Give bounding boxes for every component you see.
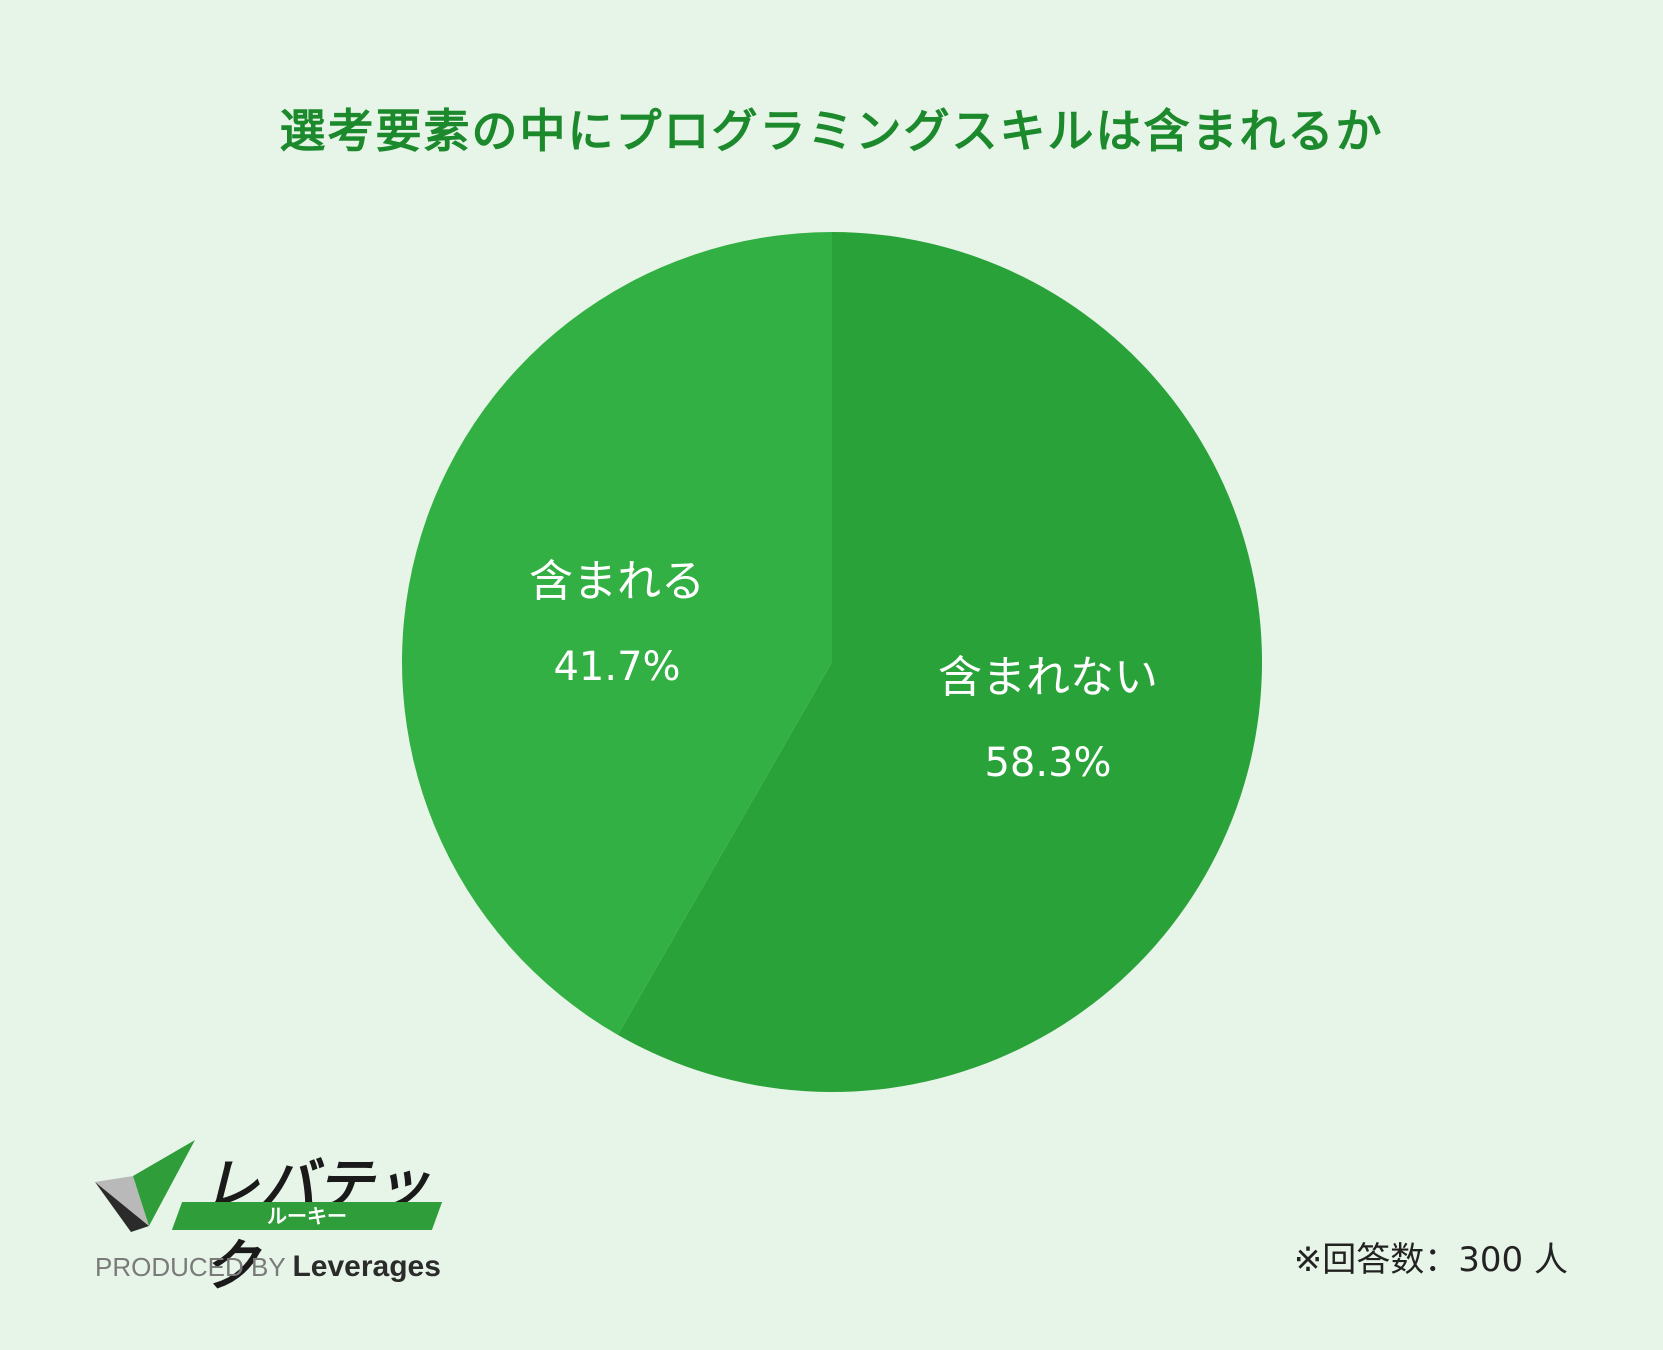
chart-title: 選考要素の中にプログラミングスキルは含まれるか	[279, 104, 1384, 158]
logo-sub-text: ルーキー	[267, 1204, 347, 1228]
produced-by-line: PRODUCED BY Leverages	[95, 1250, 441, 1284]
check-mark-icon	[95, 1140, 195, 1232]
slice-label-2: 含まれる	[529, 556, 705, 607]
slice-value-label-2: 41.7%	[553, 644, 680, 690]
produced-by-label: PRODUCED BY	[95, 1252, 286, 1282]
pie-slice-1	[617, 232, 1262, 1092]
brand-name: Leverages	[292, 1250, 441, 1283]
respondent-count-note: ※回答数：300 人	[1293, 1240, 1568, 1280]
slice-label-1: 含まれない	[938, 652, 1158, 703]
slice-value-label-1: 58.3%	[984, 740, 1111, 786]
pie-slice-2	[401, 232, 832, 1035]
levtech-rookie-logo: レバテック ルーキー PRODUCED BY Leverages	[95, 1140, 455, 1299]
